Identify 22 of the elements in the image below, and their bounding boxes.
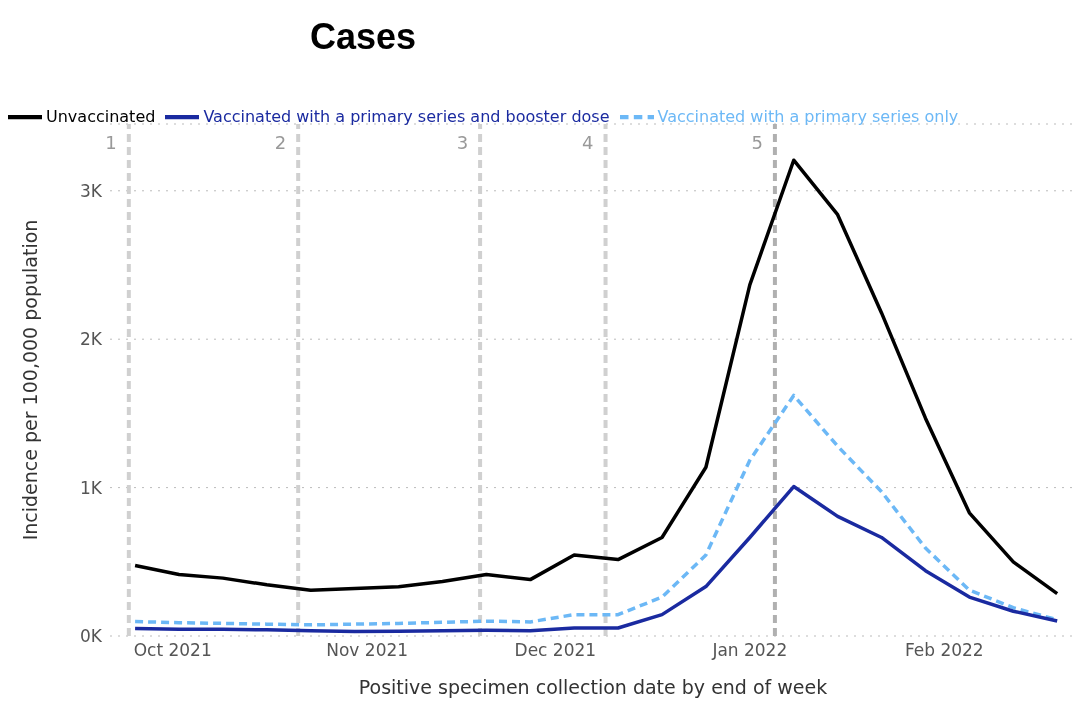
y-tick-label: 0K xyxy=(80,626,103,647)
x-tick-label: Nov 2021 xyxy=(326,640,409,661)
y-tick-label: 1K xyxy=(80,477,103,498)
legend-label: Unvaccinated xyxy=(46,106,156,126)
y-tick-label: 3K xyxy=(80,180,103,201)
ref-line-label: 4 xyxy=(582,132,594,153)
y-tick-label: 2K xyxy=(80,329,103,350)
x-axis-title: Positive specimen collection date by end of week xyxy=(358,676,828,698)
ref-line-label: 1 xyxy=(105,132,117,153)
line-series xyxy=(133,484,1059,634)
x-tick-label: Jan 2022 xyxy=(711,640,788,661)
ref-line-label: 3 xyxy=(456,132,469,153)
x-tick-label: Oct 2021 xyxy=(133,640,212,661)
line-series xyxy=(133,158,1059,596)
x-tick-label: Feb 2022 xyxy=(904,640,984,661)
ref-line-label: 2 xyxy=(274,132,287,153)
legend-label: Vaccinated with a primary series only xyxy=(657,106,959,126)
chart-title: Cases xyxy=(308,16,418,58)
ref-line-label: 5 xyxy=(751,132,763,153)
legend-label: Vaccinated with a primary series and booster dose xyxy=(203,106,610,126)
y-axis-title: Incidence per 100,000 population xyxy=(18,219,41,541)
x-tick-label: Dec 2021 xyxy=(514,640,597,661)
